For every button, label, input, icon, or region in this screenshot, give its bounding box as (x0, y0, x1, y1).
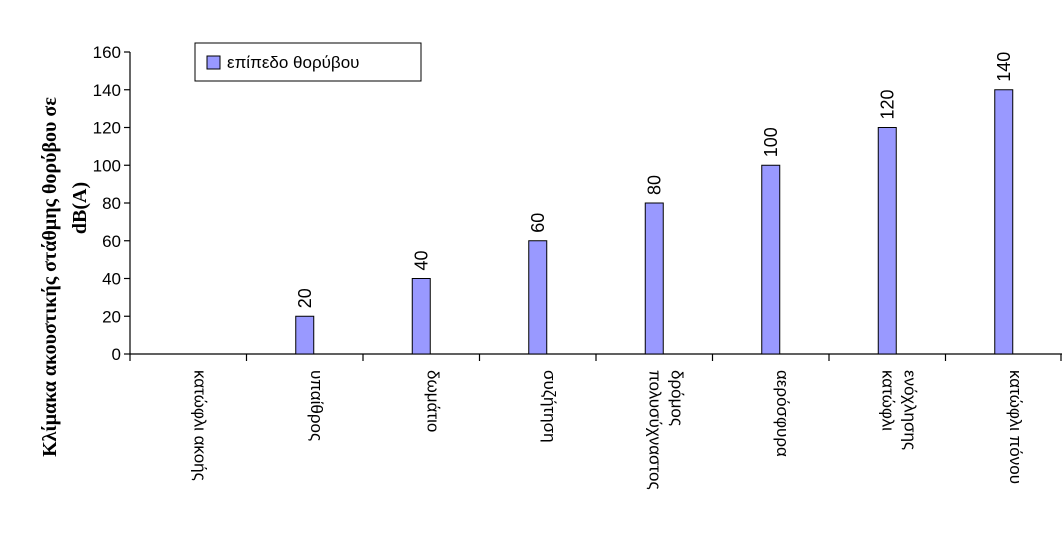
y-tick-label: 40 (102, 270, 121, 289)
data-label: 60 (528, 213, 548, 233)
legend-label: επίπεδο θορύβου (227, 53, 359, 72)
data-label: 20 (295, 288, 315, 308)
bars (295, 89, 1014, 355)
y-tick-label: 0 (112, 345, 121, 364)
x-category-label: κατώφλι (878, 370, 897, 431)
data-label: 140 (994, 52, 1014, 82)
y-tick-label: 140 (93, 81, 121, 100)
x-category-label: ενόχλησης (900, 370, 919, 450)
y-tick-label: 160 (93, 43, 121, 62)
legend: επίπεδο θορύβου (194, 42, 422, 82)
y-tick-label: 100 (93, 156, 121, 175)
data-label: 40 (411, 250, 431, 270)
y-tick-label: 20 (102, 307, 121, 326)
legend-box (194, 42, 422, 82)
data-label: 100 (761, 127, 781, 157)
y-axis: 0 20 40 60 80 100 120 140 160 (93, 43, 131, 364)
bar (528, 240, 548, 355)
bar (761, 164, 781, 355)
category-labels: κατώφλι ακοής υπαίθρος δωμάτιο συζήτηση πολυ… (190, 370, 1025, 490)
bar (411, 278, 431, 355)
bar (877, 127, 897, 355)
data-label: 120 (877, 89, 897, 119)
x-axis (129, 353, 1062, 361)
y-tick-label: 60 (102, 232, 121, 251)
bar (644, 202, 664, 355)
y-tick-label: 120 (93, 119, 121, 138)
y-axis-title-line-1: Κλίμακα ακουστικής στάθμης θορύβου σε (39, 97, 61, 457)
x-category-label: πολυσύχναστος (645, 370, 664, 490)
bar (295, 315, 315, 355)
y-axis-title: Κλίμακα ακουστικής στάθμης θορύβου σε dB… (39, 97, 91, 457)
data-label: 80 (644, 175, 664, 195)
x-category-label: συζήτηση (540, 370, 559, 443)
y-axis-title-line-2: dB(A) (69, 182, 91, 234)
x-category-label: υπαίθρος (307, 370, 326, 441)
bar (994, 89, 1014, 355)
x-category-label: κατώφλι ακοής (190, 370, 209, 481)
x-category-label: κατώφλι πόνου (1006, 370, 1025, 484)
x-category-label: δρόμος (667, 370, 686, 426)
x-category-label: αερόσφυρα (773, 370, 792, 457)
y-tick-label: 80 (102, 194, 121, 213)
x-category-label: δωμάτιο (423, 370, 442, 432)
data-labels: 20 40 60 80 100 120 140 (295, 52, 1014, 309)
legend-swatch (206, 55, 221, 70)
